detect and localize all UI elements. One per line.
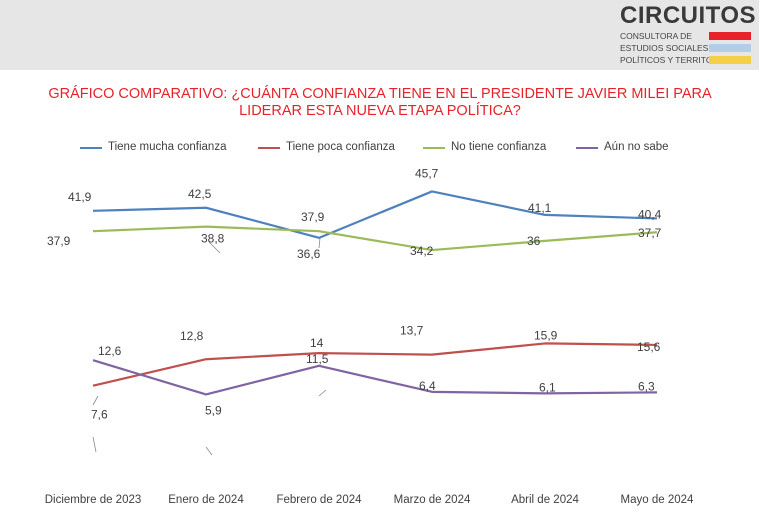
x-tick-label: Abril de 2024 xyxy=(511,494,579,506)
x-tick-label: Mayo de 2024 xyxy=(621,494,694,506)
x-tick-label: Marzo de 2024 xyxy=(394,494,471,506)
x-tick-label: Enero de 2024 xyxy=(168,494,244,506)
series-line-0 xyxy=(92,190,658,239)
brand-bar-red xyxy=(709,32,751,40)
leader-line xyxy=(208,241,221,254)
brand-logo: CIRCUITOS CONSULTORA DE ESTUDIOS SOCIALE… xyxy=(618,2,758,68)
data-label: 5,9 xyxy=(205,403,222,417)
series-line-1 xyxy=(92,342,658,387)
x-tick-label: Diciembre de 2023 xyxy=(45,494,142,506)
legend-label-poca: Tiene poca confianza xyxy=(286,141,395,153)
brand-line-2: ESTUDIOS SOCIALES, xyxy=(620,43,711,53)
legend-swatch-poca xyxy=(258,147,280,149)
data-label: 12,8 xyxy=(180,329,204,343)
data-label: 7,6 xyxy=(91,408,108,422)
brand-line-3: POLÍTICOS Y TERRITORIALES xyxy=(620,55,743,65)
brand-bar-yellow xyxy=(709,56,751,64)
brand-line-1: CONSULTORA DE xyxy=(620,31,692,41)
data-label: 38,8 xyxy=(201,232,225,246)
legend-label-mucha: Tiene mucha confianza xyxy=(108,141,227,153)
header-band xyxy=(0,0,759,70)
legend-swatch-aun xyxy=(576,147,598,149)
data-label: 37,9 xyxy=(301,210,325,224)
data-label: 41,1 xyxy=(528,201,552,215)
data-label: 12,6 xyxy=(98,344,122,358)
legend-swatch-mucha xyxy=(80,147,102,149)
data-label: 13,7 xyxy=(400,324,424,338)
data-label: 34,2 xyxy=(410,244,434,258)
leader-line xyxy=(318,389,327,397)
data-label: 11,5 xyxy=(306,352,329,366)
data-label: 14 xyxy=(310,336,324,350)
data-label: 40,4 xyxy=(638,207,662,221)
series-line-3 xyxy=(92,359,658,396)
data-label: 6,3 xyxy=(638,379,655,393)
legend-label-no: No tiene confianza xyxy=(451,141,547,153)
data-label: 6,1 xyxy=(539,380,556,394)
data-label: 36,6 xyxy=(297,247,321,261)
data-label: 15,9 xyxy=(534,328,558,342)
data-label: 45,7 xyxy=(415,166,439,180)
data-label: 15,6 xyxy=(637,340,661,354)
brand-bar-blue xyxy=(709,44,751,52)
leader-line xyxy=(318,237,321,249)
data-label: 42,5 xyxy=(188,187,212,201)
data-label: 36 xyxy=(527,234,541,248)
data-label: 37,7 xyxy=(638,226,662,240)
data-label: 37,9 xyxy=(47,234,71,248)
data-label: 6,4 xyxy=(419,379,436,393)
brand-name: CIRCUITOS xyxy=(620,2,757,29)
leader-line xyxy=(92,436,97,453)
data-label: 41,9 xyxy=(68,190,92,204)
chart-title: GRÁFICO COMPARATIVO: ¿CUÁNTA CONFIANZA T… xyxy=(48,86,712,119)
leader-line xyxy=(92,395,99,406)
x-tick-label: Febrero de 2024 xyxy=(276,494,362,506)
legend-label-aun: Aún no sabe xyxy=(604,141,669,153)
series-line-2 xyxy=(92,225,658,252)
legend-swatch-no xyxy=(423,147,445,149)
leader-line xyxy=(205,446,213,456)
chart-legend: Tiene mucha confianza Tiene poca confian… xyxy=(0,138,759,158)
